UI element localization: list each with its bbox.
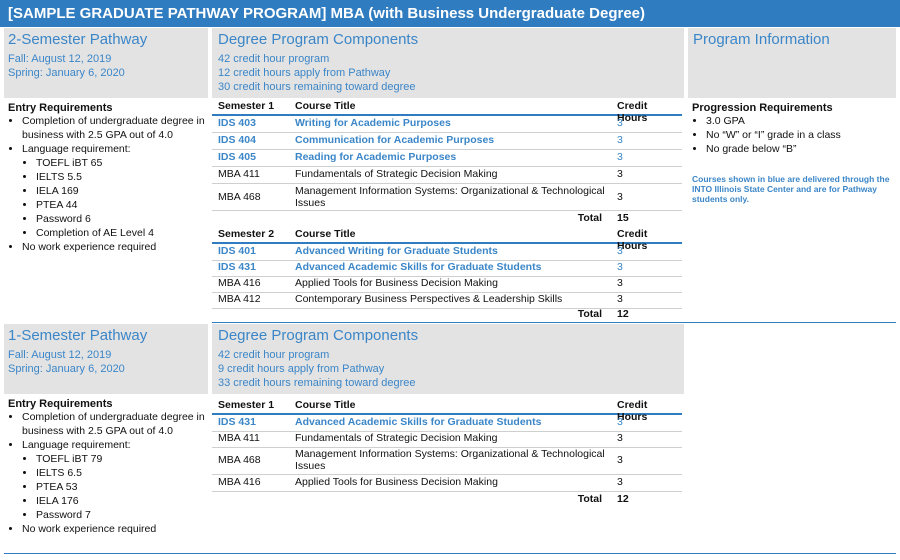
table-header: Semester 2 Course Title Credit Hours xyxy=(212,228,682,252)
component-line: 42 credit hour program xyxy=(218,53,330,65)
table-row: IDS 404 Communication for Academic Purpo… xyxy=(212,134,682,150)
language-score: Completion of AE Level 4 xyxy=(36,226,206,240)
pathway-panel: 1-Semester Pathway Fall: August 12, 2019… xyxy=(4,324,208,394)
language-score: IELA 169 xyxy=(36,184,206,198)
table-total-row: Total 12 xyxy=(577,493,629,505)
components-title: Degree Program Components xyxy=(218,327,419,344)
table-header: Semester 1 Course Title Credit Hours xyxy=(212,100,682,124)
progression-item: 3.0 GPA xyxy=(706,114,892,128)
table-row: MBA 416 Applied Tools for Business Decis… xyxy=(212,277,682,293)
table-total-row: Total 15 xyxy=(577,212,629,224)
language-score: IELTS 6.5 xyxy=(36,466,206,480)
entry-item: No work experience required xyxy=(22,522,206,536)
program-info-title: Program Information xyxy=(693,31,830,48)
table-row: MBA 468 Management Information Systems: … xyxy=(212,185,682,211)
progression-requirements: Progression Requirements 3.0 GPA No “W” … xyxy=(692,102,892,204)
language-score: Password 6 xyxy=(36,212,206,226)
entry-item: Language requirement: TOEFL iBT 79 IELTS… xyxy=(22,438,206,522)
entry-requirements: Entry Requirements Completion of undergr… xyxy=(8,398,206,536)
entry-requirements: Entry Requirements Completion of undergr… xyxy=(8,102,206,254)
pathway-title: 1-Semester Pathway xyxy=(8,327,148,344)
component-line: 30 credit hours remaining toward degree xyxy=(218,81,416,93)
component-line: 42 credit hour program xyxy=(218,349,330,361)
semester-2-table: Semester 2 Course Title Credit Hours IDS… xyxy=(212,228,682,322)
table-row: IDS 403 Writing for Academic Purposes 3 xyxy=(212,117,682,133)
component-line: 9 credit hours apply from Pathway xyxy=(218,363,385,375)
table-row: MBA 412 Contemporary Business Perspectiv… xyxy=(212,293,682,309)
page-title: [SAMPLE GRADUATE PATHWAY PROGRAM] MBA (w… xyxy=(0,0,900,27)
pathway-title: 2-Semester Pathway xyxy=(8,31,148,48)
progression-item: No grade below “B” xyxy=(706,142,892,156)
table-row: MBA 411 Fundamentals of Strategic Decisi… xyxy=(212,432,682,448)
component-line: 33 credit hours remaining toward degree xyxy=(218,377,416,389)
spring-date: Spring: January 6, 2020 xyxy=(8,363,125,375)
components-panel: Degree Program Components 42 credit hour… xyxy=(212,28,684,98)
table-row: IDS 431 Advanced Academic Skills for Gra… xyxy=(212,416,682,432)
entry-title: Entry Requirements xyxy=(8,398,113,410)
entry-item: No work experience required xyxy=(22,240,206,254)
language-score: IELTS 5.5 xyxy=(36,170,206,184)
table-total-row: Total 12 xyxy=(577,308,629,320)
language-score: PTEA 53 xyxy=(36,480,206,494)
entry-title: Entry Requirements xyxy=(8,102,113,114)
table-row: MBA 411 Fundamentals of Strategic Decisi… xyxy=(212,168,682,184)
language-score: Password 7 xyxy=(36,508,206,522)
section-divider xyxy=(212,322,896,323)
fall-date: Fall: August 12, 2019 xyxy=(8,53,112,65)
table-header: Semester 1 Course Title Credit Hours xyxy=(212,399,682,423)
language-score: PTEA 44 xyxy=(36,198,206,212)
spring-date: Spring: January 6, 2020 xyxy=(8,67,125,79)
progression-item: No “W” or “I” grade in a class xyxy=(706,128,892,142)
bottom-rule xyxy=(4,553,896,554)
language-score: TOEFL iBT 79 xyxy=(36,452,206,466)
entry-item: Completion of undergraduate degree in bu… xyxy=(22,410,206,438)
table-row: IDS 405 Reading for Academic Purposes 3 xyxy=(212,151,682,167)
program-info-panel: Program Information xyxy=(688,28,896,98)
components-panel: Degree Program Components 42 credit hour… xyxy=(212,324,684,394)
progression-title: Progression Requirements xyxy=(692,102,833,114)
table-row: MBA 468 Management Information Systems: … xyxy=(212,448,682,475)
pathway-panel: 2-Semester Pathway Fall: August 12, 2019… xyxy=(4,28,208,98)
component-line: 12 credit hours apply from Pathway xyxy=(218,67,391,79)
semester-1-table: Semester 1 Course Title Credit Hours IDS… xyxy=(212,399,682,509)
language-score: TOEFL iBT 65 xyxy=(36,156,206,170)
entry-item: Completion of undergraduate degree in bu… xyxy=(22,114,206,142)
semester-1-table: Semester 1 Course Title Credit Hours IDS… xyxy=(212,100,682,226)
fall-date: Fall: August 12, 2019 xyxy=(8,349,112,361)
table-row: IDS 431 Advanced Academic Skills for Gra… xyxy=(212,261,682,277)
language-score: IELA 176 xyxy=(36,494,206,508)
table-row: IDS 401 Advanced Writing for Graduate St… xyxy=(212,245,682,261)
blue-courses-note: Courses shown in blue are delivered thro… xyxy=(692,174,890,204)
entry-item: Language requirement: TOEFL iBT 65 IELTS… xyxy=(22,142,206,240)
table-row: MBA 416 Applied Tools for Business Decis… xyxy=(212,476,682,492)
components-title: Degree Program Components xyxy=(218,31,419,48)
